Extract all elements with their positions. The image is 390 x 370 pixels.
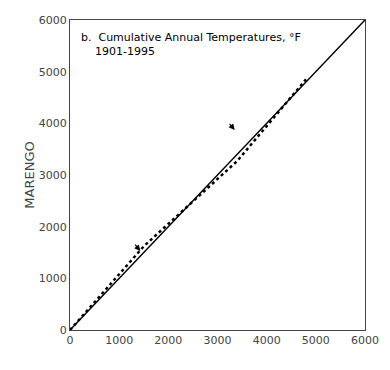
svg-text:6000: 6000: [39, 14, 67, 27]
svg-text:4000: 4000: [39, 117, 67, 130]
svg-text:MARENGO: MARENGO: [22, 141, 37, 208]
svg-text:3000: 3000: [204, 334, 232, 347]
svg-text:2000: 2000: [154, 334, 182, 347]
svg-text:5000: 5000: [39, 66, 67, 79]
svg-text:b. Cumulative Annual Temperat: b. Cumulative Annual Temperatures, °F 19…: [81, 31, 301, 58]
svg-text:2000: 2000: [39, 221, 67, 234]
svg-text:0: 0: [60, 324, 67, 337]
svg-text:1000: 1000: [105, 334, 133, 347]
svg-text:4000: 4000: [253, 334, 281, 347]
svg-text:6000: 6000: [351, 334, 379, 347]
svg-text:1000: 1000: [39, 272, 67, 285]
svg-text:3000: 3000: [39, 169, 67, 182]
svg-text:5000: 5000: [302, 334, 330, 347]
svg-text:0: 0: [67, 334, 74, 347]
